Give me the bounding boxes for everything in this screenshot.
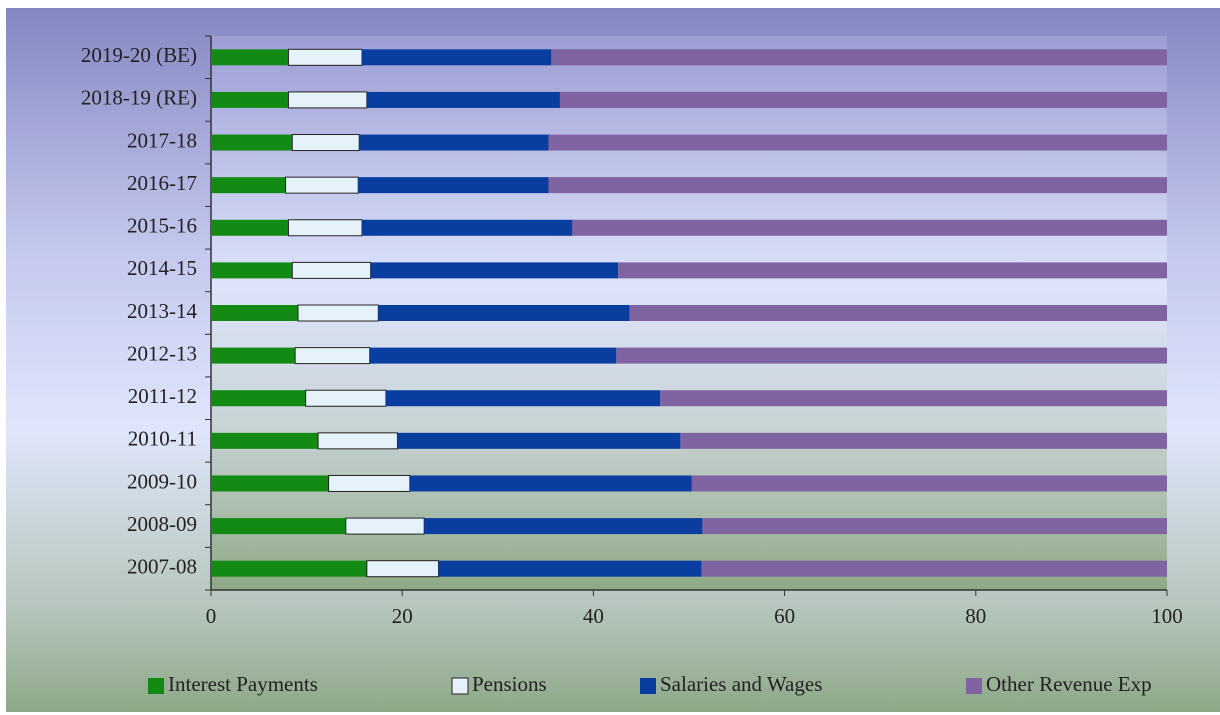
- bar-segment: [548, 134, 1167, 151]
- y-tick-label: 2017-18: [127, 128, 197, 152]
- legend-swatch: [966, 678, 982, 694]
- bar-segment: [211, 177, 286, 194]
- bar-segment: [287, 48, 363, 66]
- bar-segment: [629, 305, 1167, 321]
- bar-segment: [211, 518, 346, 535]
- bar-segment: [211, 390, 306, 407]
- bar-segment: [211, 347, 296, 364]
- y-tick-label: 2016-17: [127, 171, 197, 195]
- bar-segment: [366, 91, 560, 108]
- bar-segment: [328, 474, 411, 492]
- y-tick-label: 2019-20 (BE): [81, 43, 197, 67]
- bar-segment: [409, 475, 692, 492]
- bar-segment: [366, 560, 440, 578]
- bar-segment: [680, 432, 1167, 449]
- bar-segment: [424, 518, 703, 535]
- bar-segment: [362, 49, 552, 66]
- y-tick-label: 2014-15: [127, 256, 197, 280]
- bar-segment: [438, 560, 702, 577]
- bar-segment: [660, 390, 1167, 407]
- bar-segment: [370, 262, 619, 279]
- y-tick-label: 2008-09: [127, 512, 197, 536]
- y-tick-label: 2009-10: [127, 469, 197, 493]
- y-tick-label: 2012-13: [127, 341, 197, 365]
- x-tick-label: 100: [1151, 604, 1183, 628]
- y-tick-label: 2018-19 (RE): [81, 86, 197, 110]
- legend-swatch: [640, 678, 656, 694]
- legend-label: Interest Payments: [168, 672, 318, 696]
- legend-label: Other Revenue Exp: [986, 672, 1152, 696]
- bar-segment: [285, 176, 359, 194]
- bar-segment: [211, 134, 293, 151]
- bar-segment: [362, 219, 573, 236]
- bar-segment: [211, 262, 293, 279]
- bar-segment: [701, 560, 1167, 577]
- legend-label: Salaries and Wages: [660, 672, 822, 696]
- x-tick-label: 40: [583, 604, 604, 628]
- bar-segment: [211, 475, 329, 492]
- bar-segment: [345, 517, 425, 535]
- bar-segment: [211, 219, 289, 236]
- legend-label: Pensions: [472, 672, 547, 696]
- bar-segment: [211, 432, 319, 449]
- bar-segment: [702, 518, 1167, 535]
- x-tick-label: 20: [392, 604, 413, 628]
- x-tick-label: 80: [965, 604, 986, 628]
- bar-segment: [317, 432, 398, 450]
- bar-segment: [572, 219, 1167, 236]
- bar-segment: [211, 49, 289, 66]
- bar-segment: [385, 390, 661, 407]
- y-tick-label: 2015-16: [127, 214, 197, 238]
- legend-swatch: [451, 677, 469, 695]
- bar-segment: [287, 219, 363, 237]
- bar-segment: [291, 134, 360, 152]
- legend-swatch: [148, 678, 164, 694]
- bar-segment: [287, 91, 368, 109]
- bar-segment: [691, 475, 1167, 492]
- bar-segment: [211, 560, 367, 577]
- bar-segment: [397, 432, 681, 449]
- y-tick-label: 2013-14: [127, 299, 197, 323]
- bar-segment: [211, 305, 298, 321]
- bar-segment: [359, 134, 549, 151]
- x-tick-label: 0: [206, 604, 217, 628]
- bar-segment: [616, 347, 1167, 364]
- y-tick-label: 2011-12: [128, 384, 197, 408]
- x-tick-label: 60: [774, 604, 795, 628]
- bar-segment: [291, 261, 372, 279]
- bar-segment: [378, 305, 630, 321]
- bar-segment: [294, 347, 371, 365]
- bar-segment: [305, 389, 387, 407]
- bar-segment: [548, 177, 1167, 194]
- bar-segment: [211, 91, 289, 108]
- bar-segment: [297, 304, 379, 322]
- y-tick-label: 2010-11: [128, 427, 197, 451]
- bar-segment: [551, 49, 1167, 66]
- y-tick-label: 2007-08: [127, 555, 197, 579]
- bar-segment: [559, 91, 1167, 108]
- bar-segment: [618, 262, 1167, 279]
- bar-segment: [358, 177, 549, 194]
- bar-segment: [369, 347, 617, 364]
